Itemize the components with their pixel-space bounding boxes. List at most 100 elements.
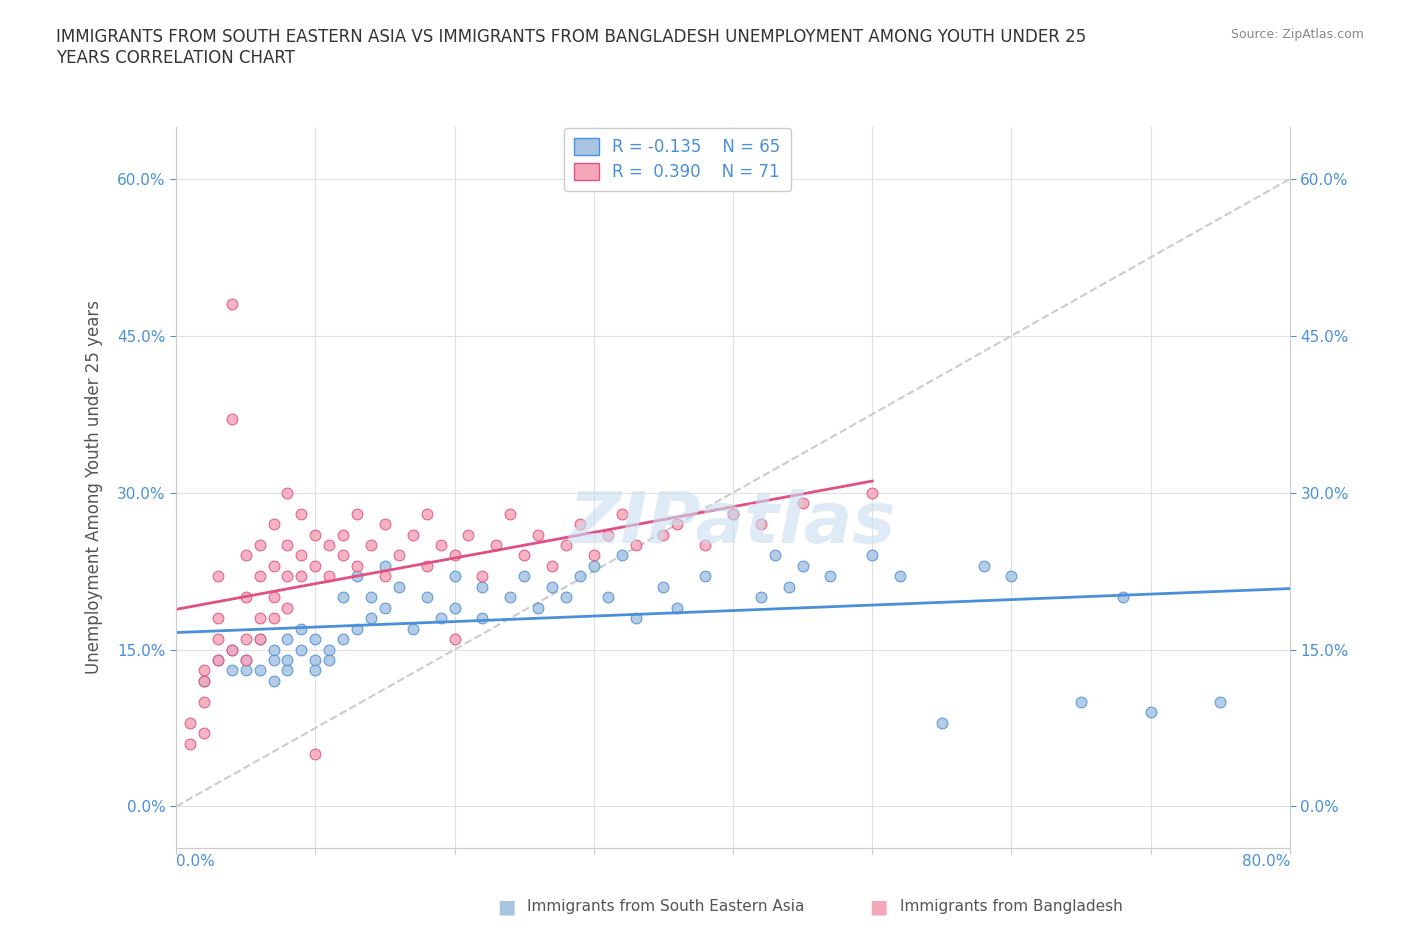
Point [276,663,298,678]
Point [304,663,326,678]
Point [193,673,215,688]
Point [485,538,508,552]
Point [221,663,243,678]
Point [388,548,411,563]
Y-axis label: Unemployment Among Youth under 25 years: Unemployment Among Youth under 25 years [86,300,103,674]
Point [276,485,298,500]
Point [610,548,633,563]
Point [749,590,772,604]
Point [235,663,257,678]
Point [582,558,605,573]
Text: Immigrants from South Eastern Asia: Immigrants from South Eastern Asia [527,899,804,914]
Point [374,600,396,615]
Point [513,548,536,563]
Point [263,517,285,532]
Point [235,653,257,668]
Text: ZIPatlas: ZIPatlas [569,489,897,558]
Text: 0.0%: 0.0% [176,854,215,869]
Point [318,569,340,584]
Point [415,506,437,521]
Point [360,611,382,626]
Point [207,631,229,646]
Point [221,412,243,427]
Point [360,590,382,604]
Point [374,569,396,584]
Point [346,506,368,521]
Point [318,642,340,657]
Point [388,579,411,594]
Point [931,715,953,730]
Point [235,590,257,604]
Point [207,653,229,668]
Point [179,737,201,751]
Point [193,663,215,678]
Point [221,642,243,657]
Point [332,527,354,542]
Point [860,548,883,563]
Point [193,725,215,740]
Point [443,548,465,563]
Point [276,538,298,552]
Point [179,715,201,730]
Point [290,548,312,563]
Point [263,558,285,573]
Point [555,590,578,604]
Point [332,590,354,604]
Point [304,558,326,573]
Point [249,569,271,584]
Point [221,297,243,312]
Point [555,538,578,552]
Point [263,642,285,657]
Point [624,611,647,626]
Text: 80.0%: 80.0% [1241,854,1289,869]
Point [820,569,842,584]
Point [276,569,298,584]
Text: Immigrants from Bangladesh: Immigrants from Bangladesh [900,899,1122,914]
Point [263,590,285,604]
Point [249,631,271,646]
Point [652,527,675,542]
Point [1139,705,1161,720]
Point [457,527,479,542]
Point [221,642,243,657]
Point [596,590,619,604]
Point [695,569,717,584]
Point [429,611,451,626]
Point [346,558,368,573]
Point [527,600,550,615]
Point [249,538,271,552]
Point [443,600,465,615]
Point [1070,695,1092,710]
Legend: R = -0.135    N = 65, R =  0.390    N = 71: R = -0.135 N = 65, R = 0.390 N = 71 [564,127,790,191]
Point [860,485,883,500]
Point [249,663,271,678]
Point [792,496,814,511]
Point [235,653,257,668]
Point [346,621,368,636]
Point [360,538,382,552]
Text: Source: ZipAtlas.com: Source: ZipAtlas.com [1230,28,1364,41]
Point [207,611,229,626]
Point [304,653,326,668]
Point [346,569,368,584]
Point [1112,590,1135,604]
Point [596,527,619,542]
Point [290,642,312,657]
Point [721,506,744,521]
Point [290,506,312,521]
Point [318,653,340,668]
Point [513,569,536,584]
Point [276,600,298,615]
Point [527,527,550,542]
Point [415,558,437,573]
Point [666,600,689,615]
Point [207,569,229,584]
Point [568,517,591,532]
Point [1000,569,1022,584]
Point [610,506,633,521]
Text: ■: ■ [496,897,516,916]
Point [374,558,396,573]
Point [443,631,465,646]
Point [471,611,494,626]
Point [290,569,312,584]
